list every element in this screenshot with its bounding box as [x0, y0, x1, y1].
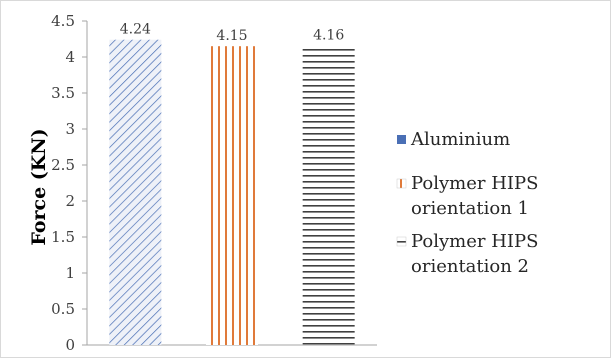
data-label-series-1: 4.24 [120, 22, 151, 38]
legend-label-series-3: Polymer HIPS [411, 231, 538, 252]
legend-swatch-series-2 [396, 178, 407, 189]
data-labels: 4.24 4.15 4.16 [120, 22, 345, 44]
y-tick-label: 3.5 [51, 84, 75, 102]
data-label-series-2: 4.15 [216, 28, 247, 44]
legend: Aluminium Polymer HIPS orientation 1 Polyme… [396, 129, 538, 277]
y-tick-label: 0.5 [51, 300, 75, 318]
y-axis: 0 0.5 1 1.5 2 2.5 3 3.5 4 4.5 [51, 12, 88, 354]
data-label-series-3: 4.16 [313, 27, 344, 43]
y-axis-title: Force (KN) [28, 128, 50, 245]
legend-label-series-1: Aluminium [410, 129, 510, 150]
bars [109, 39, 355, 345]
y-tick-label: 1.5 [51, 228, 75, 246]
legend-swatch-series-1 [397, 135, 406, 144]
y-tick-label: 4.5 [51, 12, 75, 30]
y-tick-label: 0 [65, 336, 75, 354]
y-tick-label: 2.5 [51, 156, 75, 174]
bar-series-2 [206, 46, 258, 345]
y-tick-label: 2 [65, 192, 75, 210]
y-tick-label: 4 [65, 48, 75, 66]
legend-label-series-2: Polymer HIPS [411, 173, 538, 194]
legend-label-series-3: orientation 2 [411, 256, 529, 277]
legend-label-series-2: orientation 1 [411, 198, 529, 219]
bar-series-1 [109, 39, 162, 345]
y-tick-label: 1 [65, 264, 75, 282]
y-tick-label: 3 [65, 120, 75, 138]
bar-series-3 [302, 45, 355, 345]
legend-swatch-series-3 [396, 236, 407, 247]
